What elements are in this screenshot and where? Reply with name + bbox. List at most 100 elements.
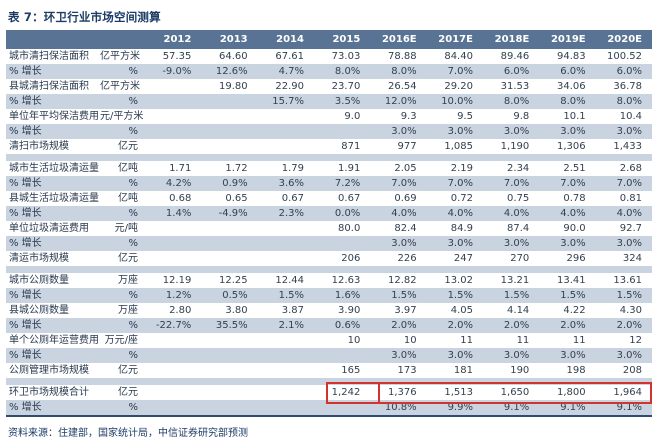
cell-value: 7.0% [539, 176, 596, 191]
cell-value: 10 [347, 335, 361, 346]
cell-value: 3.0% [539, 348, 596, 363]
row-label: 清运市场规模 [9, 253, 69, 264]
cell-value [145, 221, 201, 236]
row-unit: 万座 [118, 275, 138, 286]
cell-value [145, 139, 201, 154]
table-row: 单位垃圾清运费用 元/吨 80.0 82.4 84.9 87.4 90.0 92.7 [6, 221, 652, 236]
row-unit: 亿元 [118, 141, 138, 152]
cell-value: 78.88 [388, 51, 417, 62]
cell-value: 10.0% [426, 94, 483, 109]
row-unit: 元/平方米 [100, 111, 144, 122]
cell-value: 19.80 [219, 81, 248, 92]
cell-value: 1.5% [426, 288, 483, 303]
section-divider-row [6, 266, 652, 273]
cell-value: 94.83 [556, 51, 586, 62]
cell-value: 35.5% [201, 318, 258, 333]
cell-value: 1,190 [500, 141, 530, 152]
cell-value: 15.7% [257, 94, 314, 109]
cell-value: 4.05 [450, 305, 473, 316]
cell-value: 247 [453, 253, 473, 264]
cell-value: 2.3% [257, 206, 314, 221]
cell-value [145, 94, 202, 109]
cell-value: 1,650 [500, 387, 530, 398]
cell-value: 9.1% [595, 400, 652, 417]
cell-value [145, 363, 201, 378]
cell-value [258, 109, 314, 124]
row-label: 环卫市场规模合计 [9, 387, 89, 398]
cell-value [201, 94, 258, 109]
table-row: % 增长% 3.0% 3.0% 3.0% 3.0% 3.0% [6, 348, 652, 363]
table-body: 城市清扫保洁面积 亿平方米 57.35 64.60 67.61 73.03 78.88 84.… [6, 49, 652, 417]
section-divider [6, 154, 652, 161]
cell-value: 2.0% [539, 318, 596, 333]
row-unit: 亿元 [118, 365, 138, 376]
table-row: 城市生活垃圾清运量 亿吨 1.71 1.72 1.79 1.91 2.05 2.19 2.34 2… [6, 161, 652, 176]
cell-value [257, 400, 314, 417]
col-header: 2019E [539, 30, 596, 49]
cell-value: -4.9% [201, 206, 258, 221]
row-label: 单位年平均保洁费用 [9, 111, 99, 122]
cell-value [257, 124, 314, 139]
cell-value: 3.0% [370, 348, 427, 363]
table-row: % 增长% 4.2% 0.9% 3.6% 7.2% 7.0% 7.0% 7.0% 7.0% 7.0… [6, 176, 652, 191]
cell-value: 4.0% [482, 206, 540, 221]
cell-value [145, 124, 202, 139]
cell-value: 13.02 [444, 275, 473, 286]
cell-value: 1.5% [257, 288, 314, 303]
col-header: 2012 [145, 30, 202, 49]
cell-value: 1,376 [388, 387, 417, 398]
cell-value: 31.53 [500, 81, 530, 92]
row-label: % 增长 [6, 124, 100, 139]
cell-value: 57.35 [162, 51, 192, 62]
cell-value: 12.25 [219, 275, 248, 286]
cell-value: 80.0 [338, 223, 361, 234]
cell-value: 3.90 [338, 305, 361, 316]
cell-value: 1.2% [145, 288, 202, 303]
row-label: % 增长 [6, 64, 100, 79]
cell-value: 13.21 [500, 275, 530, 286]
cell-value: 89.46 [500, 51, 530, 62]
cell-value [201, 333, 257, 348]
cell-value: 12 [629, 335, 642, 346]
row-label: 城市清扫保洁面积 [9, 51, 89, 62]
row-unit: % [100, 176, 145, 191]
table-row: 单个公厕年运营费用 万元/座 10 10 11 11 11 12 [6, 333, 652, 348]
cell-value: 226 [397, 253, 417, 264]
cell-value: 84.9 [450, 223, 473, 234]
cell-value: 0.67 [281, 193, 304, 204]
cell-value: 190 [510, 365, 530, 376]
cell-value: 1.91 [338, 163, 361, 174]
row-unit: % [100, 94, 145, 109]
cell-value: 324 [622, 253, 642, 264]
cell-value [258, 363, 314, 378]
cell-value [145, 348, 202, 363]
cell-value: 4.30 [619, 305, 642, 316]
cell-value: 3.87 [281, 305, 304, 316]
table-row: 县城清扫保洁面积 亿平方米 19.80 22.90 23.70 26.54 29.20 31.… [6, 79, 652, 94]
col-header-blank [100, 30, 145, 49]
total-row: 环卫市场规模合计 亿元 1,242 1,376 1,513 1,650 1,800 1,964 [6, 385, 652, 400]
cell-value: 1.72 [225, 163, 248, 174]
row-label: 县城公厕数量 [9, 305, 69, 316]
table-row: % 增长% -22.7% 35.5% 2.1% 0.6% 2.0% 2.0% 2.0% 2.0%… [6, 318, 652, 333]
col-header-blank [6, 30, 100, 49]
cell-value [145, 109, 201, 124]
cell-value: 10.4 [619, 111, 642, 122]
cell-value: 4.7% [257, 64, 314, 79]
cell-value [145, 251, 201, 266]
cell-value: 4.0% [426, 206, 483, 221]
cell-value: 9.1% [539, 400, 596, 417]
section-divider [6, 378, 652, 385]
cell-value: 3.0% [370, 124, 427, 139]
cell-value: 9.5 [457, 111, 473, 122]
cell-value: 1.79 [281, 163, 304, 174]
cell-value: 3.0% [595, 124, 652, 139]
cell-value: 0.69 [394, 193, 417, 204]
cell-value: 84.40 [444, 51, 473, 62]
row-unit: 亿平方米 [100, 81, 140, 92]
cell-value: 7.2% [313, 176, 371, 191]
cell-value: 3.0% [426, 124, 483, 139]
row-unit: % [100, 348, 145, 363]
cell-value: 0.6% [313, 318, 371, 333]
cell-value: 173 [397, 365, 417, 376]
